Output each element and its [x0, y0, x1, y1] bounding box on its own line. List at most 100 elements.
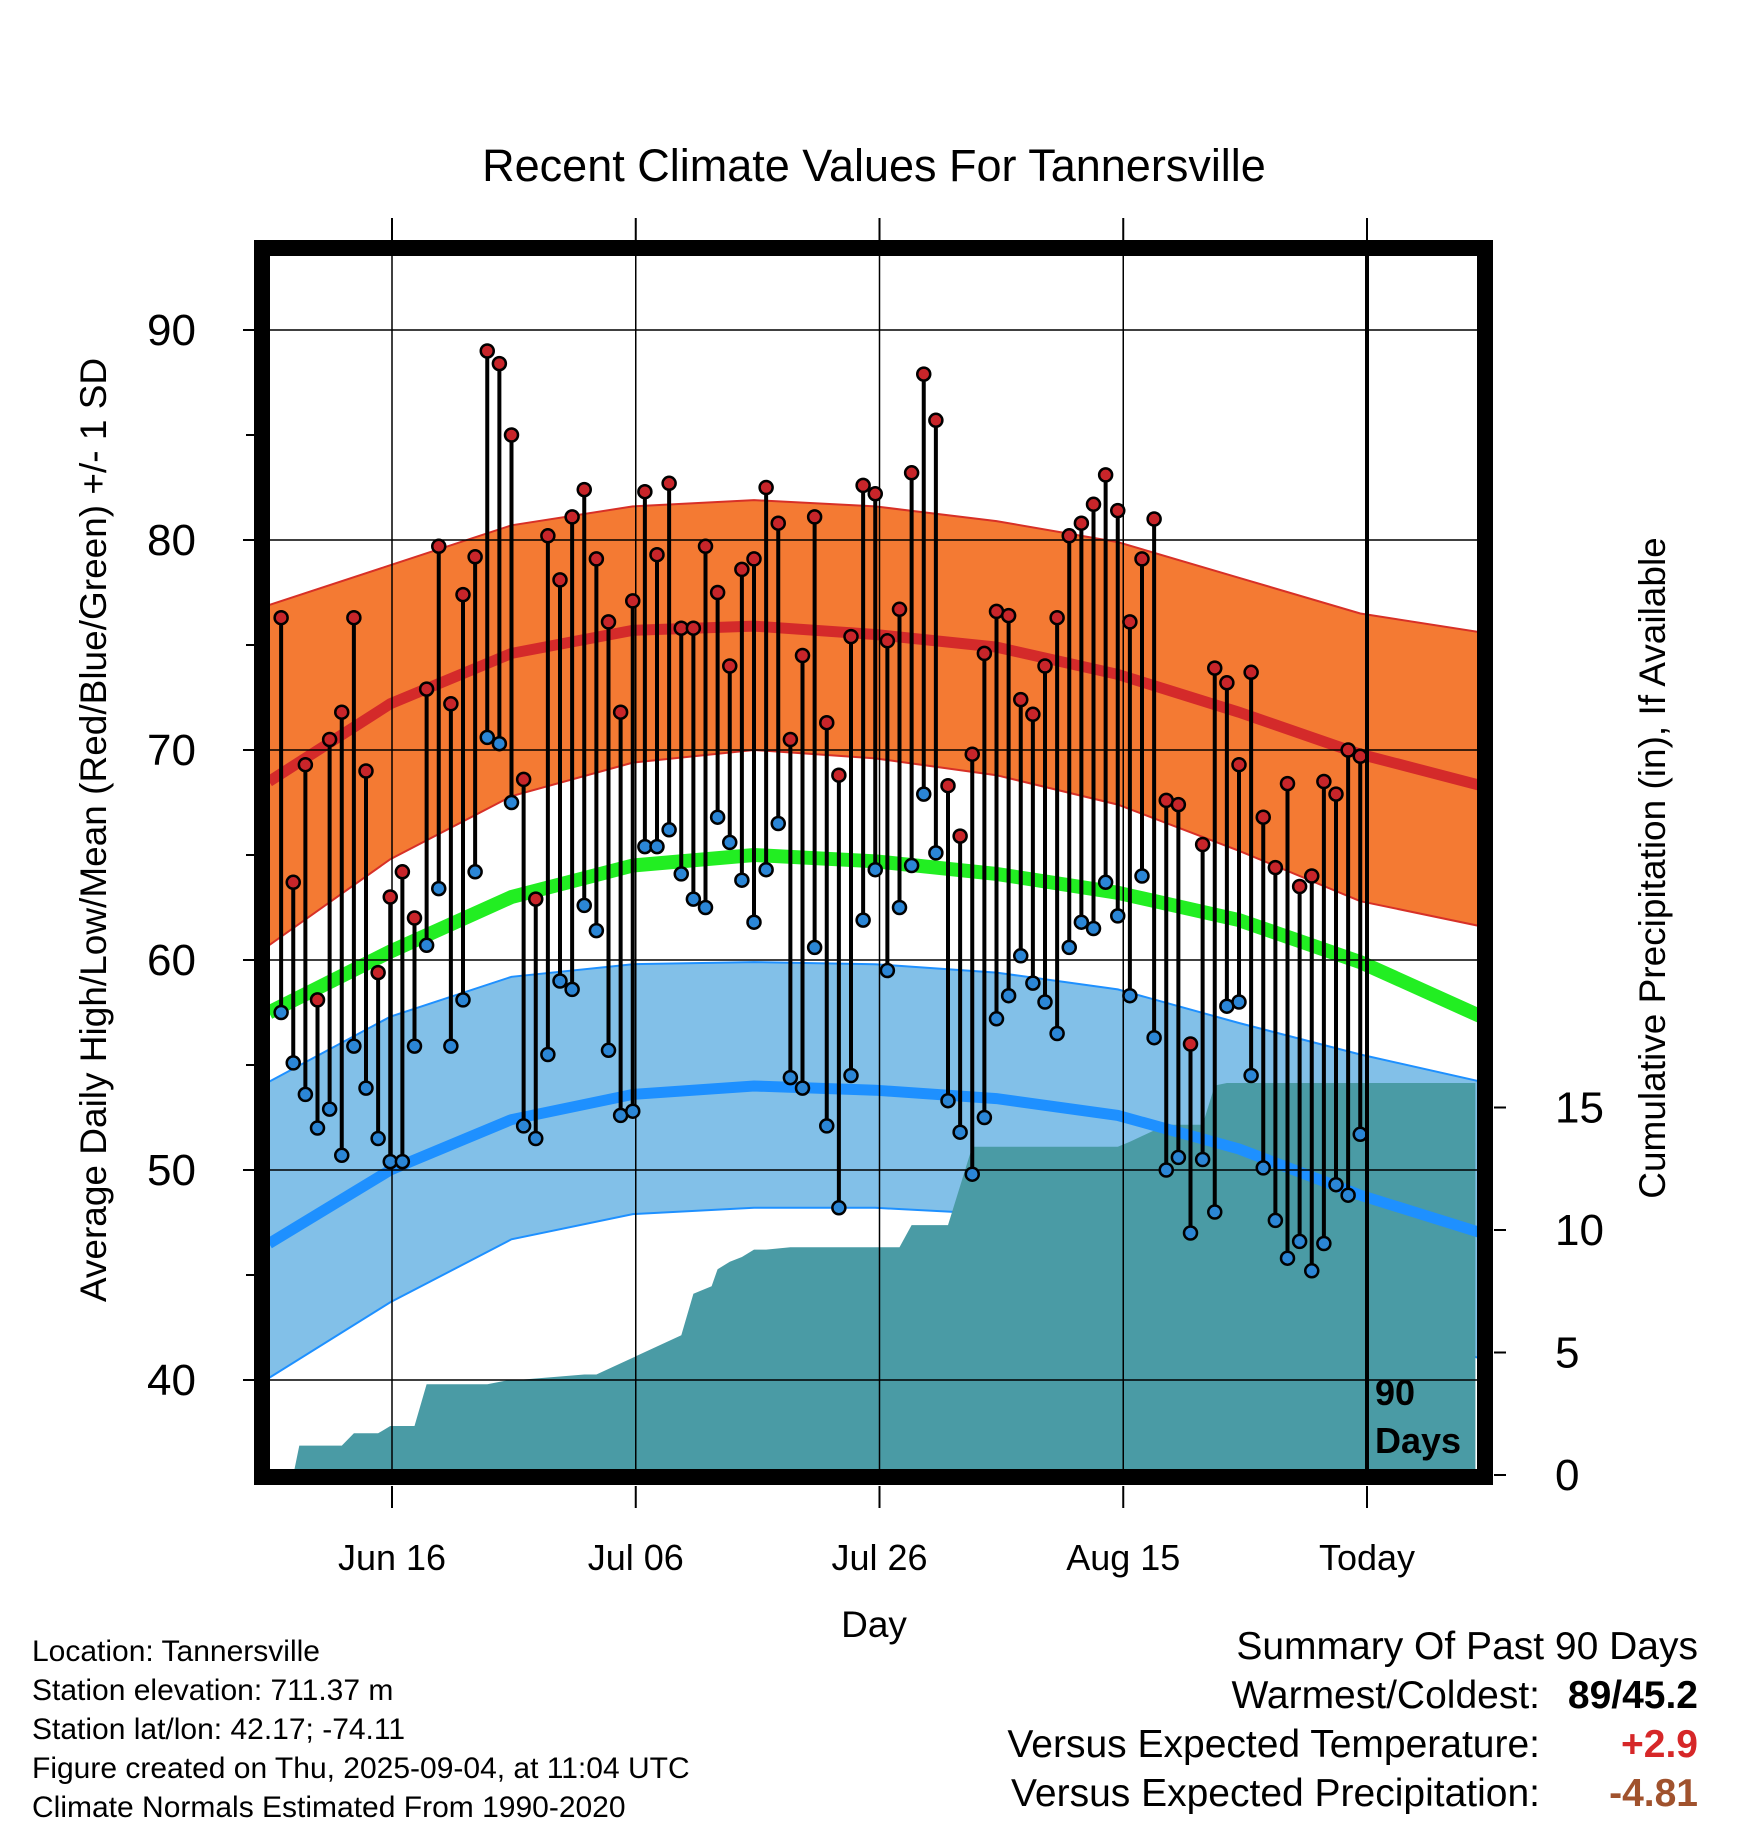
daily-low-point [819, 1118, 835, 1134]
daily-high-point [1134, 551, 1150, 567]
normals-text: Climate Normals Estimated From 1990-2020 [32, 1791, 626, 1824]
daily-low-point [625, 1103, 641, 1119]
daily-high-point [297, 756, 314, 773]
daily-low-point [552, 973, 568, 989]
daily-high-point [697, 538, 714, 555]
days-label-line1: 90 [1375, 1372, 1415, 1413]
daily-high-point [394, 864, 411, 880]
daily-high-point [1231, 756, 1247, 773]
daily-high-point [843, 628, 859, 645]
daily-high-point [515, 771, 532, 788]
daily-high-point [1291, 878, 1308, 895]
daily-low-point [370, 1130, 386, 1147]
daily-high-point [855, 477, 871, 494]
daily-high-point [1146, 511, 1162, 527]
daily-high-point [1122, 614, 1138, 630]
daily-high-point [418, 681, 435, 697]
daily-low-point [697, 899, 714, 916]
daily-high-point [334, 704, 350, 720]
daily-high-point [1110, 502, 1126, 519]
daily-high-point [1340, 742, 1356, 758]
daily-high-point [588, 551, 605, 567]
summary-temp-row: Versus Expected Temperature: +2.9 [938, 1720, 1698, 1769]
daily-high-point [649, 546, 665, 563]
daily-low-point [334, 1147, 350, 1164]
daily-high-point [600, 614, 617, 630]
daily-low-point [479, 729, 495, 746]
daily-high-point [976, 645, 993, 662]
daily-high-point [503, 427, 520, 443]
temp-value: +2.9 [1621, 1723, 1698, 1766]
daily-low-point [879, 962, 896, 979]
daily-high-point [1243, 664, 1259, 681]
daily-low-point [1207, 1204, 1223, 1220]
daily-low-point [928, 845, 944, 861]
daily-high-point [1304, 868, 1320, 884]
summary-warmest-row: Warmest/Coldest: 89/45.2 [938, 1671, 1698, 1720]
daily-low-point [1340, 1187, 1356, 1203]
y-tick-label: 90 [147, 306, 196, 355]
daily-low-point [746, 914, 762, 930]
daily-low-point [722, 834, 738, 851]
daily-high-point [540, 528, 556, 544]
daily-low-point [503, 794, 520, 811]
daily-low-point [964, 1166, 980, 1182]
daily-low-point [406, 1038, 423, 1054]
daily-low-point [661, 822, 677, 838]
daily-high-point [722, 658, 738, 674]
daily-high-point [879, 633, 896, 649]
precip-value: -4.81 [1609, 1772, 1698, 1815]
daily-low-point [940, 1092, 956, 1109]
daily-low-point [1231, 994, 1247, 1010]
daily-low-point [346, 1038, 362, 1054]
y-tick-label: 70 [147, 726, 196, 775]
daily-low-point [1279, 1250, 1296, 1266]
daily-high-point [1085, 496, 1102, 513]
daily-high-point [637, 483, 653, 500]
daily-high-point [1013, 691, 1029, 708]
daily-high-point [746, 551, 762, 567]
daily-low-point [1061, 939, 1077, 956]
daily-low-point [794, 1080, 811, 1096]
daily-low-point [1194, 1151, 1211, 1168]
daily-high-point [928, 412, 944, 429]
plot-area: 90 Days [269, 255, 1478, 1470]
daily-low-point [988, 1011, 1005, 1027]
daily-high-point [1000, 607, 1017, 624]
daily-high-point [867, 486, 883, 502]
daily-high-point [1170, 796, 1187, 813]
x-tick-label: Jul 06 [588, 1537, 684, 1578]
daily-low-point [1255, 1160, 1271, 1176]
daily-low-point [528, 1130, 544, 1147]
daily-low-point [564, 981, 580, 998]
daily-low-point [1097, 874, 1114, 891]
y2-tick-label: 15 [1555, 1084, 1604, 1133]
daily-high-point [1255, 809, 1271, 825]
daily-high-point [952, 828, 968, 844]
daily-high-point [916, 366, 932, 382]
station-info: Location: Tannersville Station elevation… [32, 1632, 690, 1827]
daily-high-point [709, 584, 726, 601]
daily-low-point [1267, 1212, 1284, 1229]
daily-low-point [1158, 1162, 1174, 1178]
daily-high-point [1352, 748, 1368, 765]
precip-label: Versus Expected Precipitation: [1011, 1772, 1540, 1815]
daily-low-point [734, 872, 750, 888]
y2-tick-label: 0 [1555, 1451, 1579, 1500]
daily-low-point [515, 1118, 532, 1134]
low-mean-line [269, 1080, 1478, 1249]
daily-high-point [1328, 786, 1344, 802]
daily-low-point [1352, 1126, 1368, 1143]
x-tick-label: Aug 15 [1066, 1537, 1180, 1578]
daily-low-point [843, 1067, 859, 1084]
daily-high-point [794, 647, 811, 664]
daily-low-point [297, 1086, 314, 1103]
daily-low-point [867, 861, 883, 878]
daily-low-point [855, 912, 871, 928]
daily-low-point [467, 864, 483, 880]
daily-low-point [709, 809, 726, 825]
daily-low-point [976, 1109, 993, 1126]
latlon-text: Station lat/lon: 42.17; -74.11 [32, 1713, 406, 1746]
elevation-text: Station elevation: 711.37 m [32, 1674, 394, 1707]
x-tick-label: Jul 26 [831, 1537, 927, 1578]
